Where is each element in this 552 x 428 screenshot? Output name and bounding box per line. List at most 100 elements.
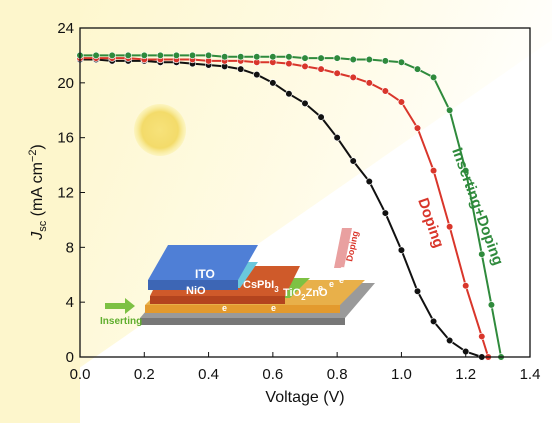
series-line: [80, 54, 503, 358]
point: [108, 51, 116, 60]
point: [446, 106, 454, 114]
x-tick-label: 0.4: [198, 366, 219, 383]
y-tick-label: 16: [57, 130, 74, 147]
point: [462, 166, 470, 175]
y-label-part: (mA cm: [29, 162, 46, 221]
point: [253, 53, 261, 61]
point: [429, 166, 438, 175]
y-label-part: ): [29, 144, 46, 149]
y-label-part: sc: [37, 220, 49, 232]
point: [204, 51, 213, 60]
y-tick-label: 12: [57, 185, 74, 202]
point: [381, 57, 389, 65]
point: [381, 209, 389, 217]
y-tick-label: 4: [66, 294, 74, 311]
y-tick-label: 0: [66, 349, 74, 366]
y-axis-title: Jsc (mA cm−2): [27, 144, 49, 241]
point: [478, 250, 486, 258]
doping-arrow: [334, 228, 352, 268]
point: [333, 134, 341, 142]
point: [237, 53, 245, 61]
electron: e: [271, 303, 276, 313]
point: [349, 157, 357, 165]
point: [349, 73, 357, 81]
point: [317, 113, 325, 121]
ag-side: [140, 318, 345, 325]
y-tick-label: 8: [66, 239, 74, 256]
point: [487, 301, 496, 309]
x-tick-label: 1.2: [455, 366, 476, 383]
inset-label: CsPbI3: [243, 279, 279, 294]
point: [397, 58, 406, 66]
point: [172, 51, 181, 60]
ito-side: [148, 280, 238, 290]
light-edge: [0, 0, 80, 423]
x-tick-label: 0.8: [327, 366, 348, 383]
x-tick-label: 0.6: [262, 366, 283, 383]
inset-label: Inserting: [100, 316, 142, 327]
inset-label: TiO2ZnO: [283, 287, 328, 302]
point: [285, 90, 293, 98]
series-label: Inserting+Doping: [448, 146, 506, 268]
point: [221, 53, 229, 61]
point: [365, 177, 373, 186]
point: [446, 223, 454, 231]
electron: e: [339, 275, 344, 285]
point: [413, 287, 422, 295]
x-axis-title: Voltage (V): [265, 389, 344, 406]
point: [317, 54, 325, 62]
electron: e: [340, 264, 345, 274]
electron: e: [222, 303, 227, 313]
y-label-part: J: [29, 231, 46, 241]
point: [269, 53, 277, 61]
inset-label: TiO: [283, 287, 302, 299]
point: [429, 317, 438, 325]
zno-side: [145, 305, 340, 313]
point: [462, 282, 470, 290]
inset: ITO NiO CsPbI3 TiO2ZnO Ag Inserting Dopi…: [100, 228, 375, 327]
electron: e: [329, 279, 334, 289]
cspbi-side: [150, 296, 285, 304]
point: [478, 332, 486, 341]
inset-label: ZnO: [306, 287, 328, 299]
inset-label: 2: [301, 293, 306, 302]
x-tick-label: 0.2: [134, 366, 155, 383]
y-tick-label: 24: [57, 20, 74, 37]
y-tick-label: 20: [57, 75, 74, 92]
point: [269, 79, 277, 87]
y-label-part: −2: [27, 150, 39, 163]
point: [413, 124, 422, 132]
inset-label: 3: [274, 285, 279, 294]
point: [413, 65, 422, 73]
x-tick-label: 1.0: [391, 366, 412, 383]
point: [253, 71, 261, 79]
x-tick-label: 1.4: [520, 366, 541, 383]
point: [365, 79, 373, 87]
point: [333, 69, 341, 77]
point: [397, 98, 406, 106]
point: [381, 87, 389, 95]
sun: [134, 104, 186, 156]
point: [301, 62, 309, 70]
point: [140, 51, 148, 60]
point: [317, 65, 325, 73]
point: [92, 51, 100, 60]
point: [349, 55, 357, 64]
inset-label: ITO: [195, 267, 215, 281]
point: [285, 60, 293, 68]
point: [333, 54, 341, 62]
point: [188, 51, 197, 60]
ito-layer: [148, 245, 258, 280]
point: [301, 99, 309, 107]
point: [301, 54, 309, 62]
point: [124, 51, 132, 60]
electron: e: [318, 283, 323, 293]
point: [237, 65, 245, 73]
inset-label: CsPbI: [243, 279, 274, 291]
point: [397, 246, 406, 254]
point: [285, 53, 293, 61]
inserting-arrow: [105, 298, 135, 314]
